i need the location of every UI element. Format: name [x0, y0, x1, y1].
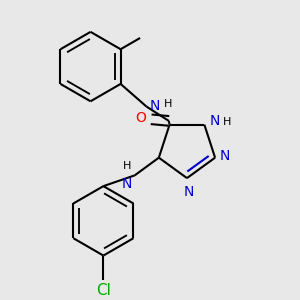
Text: N: N	[220, 149, 230, 163]
Text: O: O	[135, 111, 146, 125]
Text: N: N	[149, 99, 160, 113]
Text: H: H	[123, 160, 131, 170]
Text: N: N	[183, 184, 194, 199]
Text: N: N	[121, 177, 131, 191]
Text: Cl: Cl	[96, 283, 111, 298]
Text: H: H	[164, 99, 172, 109]
Text: H: H	[223, 117, 231, 127]
Text: N: N	[209, 114, 220, 128]
